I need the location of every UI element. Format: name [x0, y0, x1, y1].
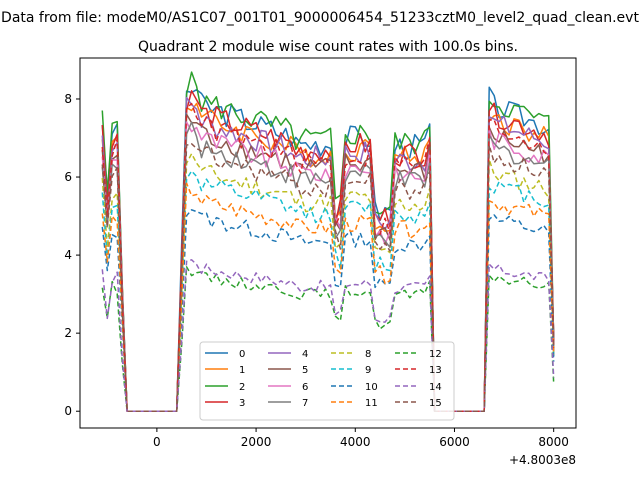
series-line-10 [101, 209, 555, 412]
series-line-15 [101, 143, 555, 412]
x-tick-label: 6000 [439, 435, 470, 449]
x-axis-ticks: 0 2000 4000 6000 8000 [153, 428, 569, 449]
legend-box [199, 341, 455, 421]
legend-label-4: 4 [302, 349, 308, 360]
x-tick-label: 4000 [340, 435, 371, 449]
series-line-6 [101, 121, 555, 412]
legend-label-3: 3 [239, 398, 245, 409]
y-tick-label: 2 [64, 326, 72, 340]
chart-title: Quadrant 2 module wise count rates with … [138, 39, 518, 55]
chart-suptitle: Data from file: modeM0/AS1C07_001T01_900… [1, 10, 639, 26]
y-tick-label: 8 [64, 92, 72, 106]
x-tick-label: 2000 [241, 435, 272, 449]
legend-label-6: 6 [302, 382, 308, 393]
legend-label-7: 7 [302, 398, 308, 409]
legend-label-2: 2 [239, 382, 245, 393]
series-line-9 [101, 170, 555, 412]
series-line-0 [101, 86, 555, 412]
series-line-3 [101, 90, 555, 412]
series-line-11 [101, 182, 555, 412]
y-tick-label: 0 [64, 404, 72, 418]
y-tick-label: 4 [64, 248, 72, 262]
legend-label-10: 10 [365, 382, 378, 393]
legend-label-8: 8 [365, 349, 371, 360]
legend-label-1: 1 [239, 365, 245, 376]
series-line-8 [101, 152, 555, 412]
x-tick-label: 0 [153, 435, 161, 449]
series-line-7 [101, 121, 555, 412]
legend-label-15: 15 [429, 398, 442, 409]
legend-label-12: 12 [429, 349, 442, 360]
series-line-12 [101, 266, 555, 412]
series-group [101, 71, 555, 412]
series-line-5 [101, 113, 555, 412]
legend-label-14: 14 [429, 382, 442, 393]
y-tick-label: 6 [64, 170, 72, 184]
x-offset-label: +4.8003e8 [509, 453, 576, 467]
y-axis-ticks: 0 2 4 6 8 [64, 92, 80, 418]
legend-label-11: 11 [365, 398, 378, 409]
legend-label-0: 0 [239, 349, 245, 360]
series-line-13 [101, 102, 555, 412]
legend-label-9: 9 [365, 365, 371, 376]
legend-label-13: 13 [429, 365, 442, 376]
legend-label-5: 5 [302, 365, 308, 376]
x-tick-label: 8000 [538, 435, 569, 449]
